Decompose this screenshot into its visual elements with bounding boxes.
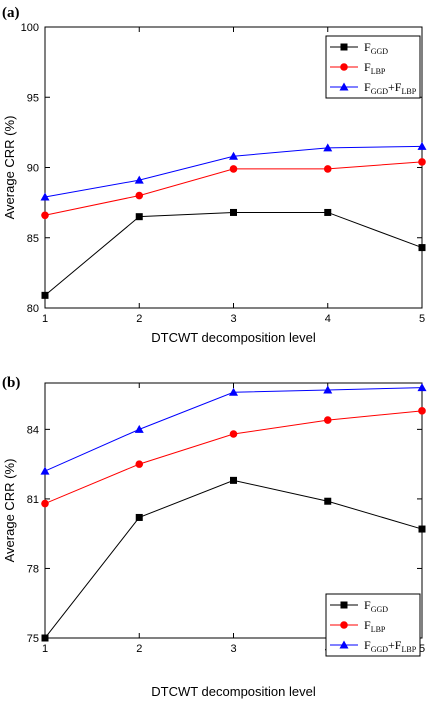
- legend: FGGD FLBP FGGD+FLBP: [325, 35, 421, 99]
- series-f-lbp: [41, 407, 426, 508]
- y-axis-label: Average CRR (%): [2, 459, 17, 563]
- panel-label: (a): [2, 5, 20, 21]
- x-tick-label: 4: [325, 313, 331, 325]
- legend-label: FLBP: [364, 618, 386, 634]
- data-point: [418, 244, 426, 252]
- data-point: [323, 143, 333, 152]
- x-tick-label: 5: [419, 313, 425, 325]
- data-point: [229, 387, 238, 396]
- y-tick-label: 90: [27, 163, 39, 175]
- legend: FGGD FLBP FGGD+FLBP: [325, 593, 421, 657]
- data-point: [229, 151, 238, 160]
- y-tick-label: 81: [27, 494, 39, 506]
- legend-marker: [339, 82, 349, 91]
- data-point: [230, 476, 237, 484]
- series-line: [44, 387, 423, 472]
- data-point: [40, 466, 50, 475]
- data-point: [41, 291, 49, 299]
- series-f-ggd-f-lbp: [40, 141, 427, 201]
- y-tick-label: 85: [27, 233, 39, 245]
- series-f-lbp: [41, 158, 426, 220]
- y-tick-label: 95: [27, 92, 39, 104]
- y-tick-label: 84: [27, 424, 39, 436]
- legend-marker: [340, 621, 348, 629]
- series-f-ggd-f-lbp: [40, 383, 427, 475]
- y-tick-label: 75: [27, 633, 39, 645]
- data-point: [40, 192, 50, 201]
- data-point: [134, 175, 144, 184]
- series-line: [44, 211, 423, 296]
- data-point: [323, 385, 333, 394]
- data-point: [323, 165, 332, 173]
- data-point: [135, 191, 144, 200]
- panel-label: (b): [2, 375, 20, 391]
- legend-label: FGGD+FLBP: [364, 80, 417, 96]
- data-point: [229, 430, 238, 438]
- data-point: [418, 407, 426, 415]
- y-tick-label: 100: [21, 22, 39, 34]
- x-axis-label: DTCWT decomposition level: [151, 330, 316, 345]
- data-point: [41, 634, 49, 642]
- legend-label: FGGD+FLBP: [364, 638, 417, 654]
- data-point: [135, 213, 143, 221]
- data-point: [41, 211, 49, 220]
- data-point: [41, 499, 49, 508]
- x-tick-label: 1: [42, 643, 48, 655]
- legend-marker: [340, 63, 348, 71]
- legend-label: FLBP: [364, 60, 386, 76]
- x-tick-label: 5: [419, 643, 425, 655]
- data-point: [324, 497, 332, 505]
- chart-panel-a: (a) 1 2 3 4 5 80 85 90 95 100 DTCWT decomposition l…: [2, 5, 427, 345]
- data-point: [418, 525, 426, 533]
- data-point: [418, 158, 426, 166]
- data-point: [324, 208, 332, 216]
- legend-marker: [340, 43, 348, 51]
- x-tick-label: 3: [230, 313, 236, 325]
- legend-label: FGGD: [364, 598, 388, 614]
- data-point: [229, 165, 238, 173]
- chart-panel-b: (b)1234575788184DTCWT decomposition leve…: [2, 375, 427, 699]
- x-axis-label: DTCWT decomposition level: [151, 684, 316, 699]
- series-f-ggd: [41, 476, 426, 642]
- data-point: [230, 208, 237, 216]
- data-point: [417, 141, 427, 150]
- x-tick-label: 3: [230, 643, 236, 655]
- legend-label: FGGD: [364, 40, 388, 56]
- data-point: [323, 416, 332, 424]
- legend-marker: [339, 640, 349, 649]
- x-tick-label: 1: [42, 313, 48, 325]
- legend-marker: [340, 601, 348, 609]
- data-point: [135, 460, 144, 468]
- series-line: [44, 410, 423, 505]
- y-tick-label: 80: [27, 303, 39, 315]
- data-point: [134, 424, 144, 433]
- y-tick-label: 78: [27, 563, 39, 575]
- x-tick-label: 2: [136, 313, 142, 325]
- y-axis-label: Average CRR (%): [2, 116, 17, 220]
- data-point: [135, 513, 143, 521]
- data-point: [417, 383, 427, 392]
- series-f-ggd: [41, 208, 426, 299]
- x-tick-label: 2: [136, 643, 142, 655]
